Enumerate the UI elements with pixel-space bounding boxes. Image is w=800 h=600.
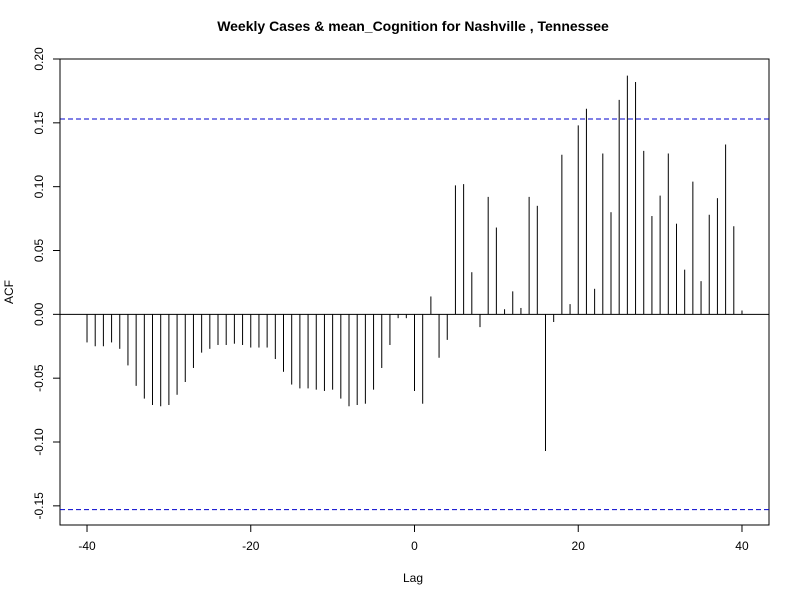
- y-tick-label: -0.10: [32, 428, 46, 456]
- chart-title: Weekly Cases & mean_Cognition for Nashvi…: [217, 18, 609, 34]
- x-tick-label: 20: [572, 539, 586, 553]
- x-axis: -40 -20 0 20 40: [78, 524, 749, 553]
- y-tick-label: -0.05: [32, 364, 46, 392]
- x-tick-label: 40: [735, 539, 749, 553]
- x-tick-label: 0: [411, 539, 418, 553]
- y-tick-label: 0.00: [32, 302, 46, 326]
- y-tick-label: 0.10: [32, 175, 46, 199]
- x-tick-label: -20: [242, 539, 260, 553]
- acf-bars: [86, 75, 743, 451]
- y-tick-label: 0.20: [32, 47, 46, 71]
- y-axis: -0.15 -0.10 -0.05 0.00 0.05 0.10 0.15 0.20: [32, 47, 61, 520]
- y-tick-label: 0.15: [32, 111, 46, 135]
- x-tick-label: -40: [78, 539, 96, 553]
- y-tick-label: -0.15: [32, 492, 46, 520]
- x-axis-label: Lag: [403, 571, 423, 585]
- y-tick-label: 0.05: [32, 239, 46, 263]
- y-axis-label: ACF: [2, 280, 16, 304]
- plot-frame: [59, 58, 770, 526]
